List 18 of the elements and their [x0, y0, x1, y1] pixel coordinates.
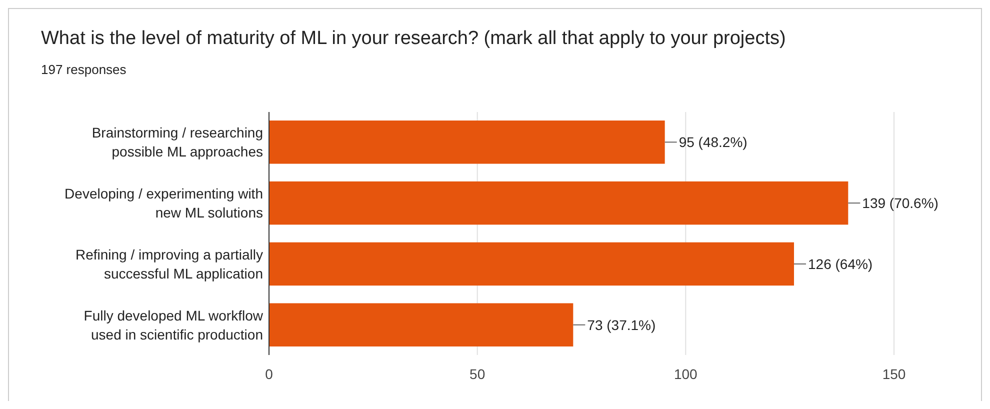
data-label: 95 (48.2%) [678, 134, 748, 150]
y-tick-label: Developing / experimenting with new ML solutions [64, 185, 263, 220]
data-label: 139 (70.6%) [862, 194, 938, 211]
chart-title: What is the level of maturity of ML in your research? (mark all that apply to your projects) [41, 28, 786, 49]
y-tick-label: Brainstorming / researching possible ML approaches [92, 124, 263, 160]
x-tick-label: 50 [470, 366, 486, 382]
y-tick-label: Fully developed ML workflow used in scientific production [84, 307, 264, 342]
x-tick-label: 150 [882, 366, 906, 382]
data-label: 73 (37.1%) [587, 316, 656, 333]
bar [269, 120, 665, 164]
x-tick-label: 100 [674, 366, 698, 382]
bar [269, 242, 794, 286]
bar [269, 303, 574, 346]
text: 197 responses [41, 62, 127, 77]
y-tick-label: Refining / improving a partially successful ML application [75, 246, 263, 282]
data-label: 126 (64%) [808, 256, 873, 272]
x-tick-label: 0 [265, 366, 274, 382]
bar [269, 181, 848, 225]
